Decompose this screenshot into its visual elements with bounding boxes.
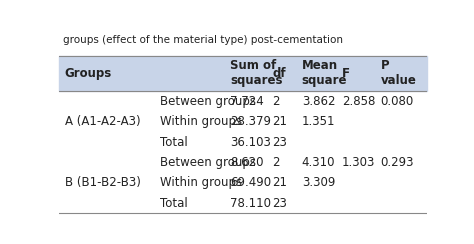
Text: Within groups: Within groups [160,176,242,189]
Text: 1.351: 1.351 [301,115,335,128]
Text: Total: Total [160,197,188,210]
Text: B (B1-B2-B3): B (B1-B2-B3) [65,176,141,189]
Text: 3.309: 3.309 [301,176,335,189]
Text: 2: 2 [272,156,280,169]
Text: Groups: Groups [65,67,112,80]
Text: df: df [272,67,286,80]
Text: Between groups: Between groups [160,95,256,108]
Text: 69.490: 69.490 [230,176,271,189]
Text: 0.293: 0.293 [381,156,414,169]
Bar [59,56,427,91]
Text: 3.862: 3.862 [301,95,335,108]
Text: F: F [342,67,350,80]
Text: groups (effect of the material type) post-cementation: groups (effect of the material type) pos… [63,35,343,45]
Text: 28.379: 28.379 [230,115,271,128]
Text: 2: 2 [272,95,280,108]
Text: Between groups: Between groups [160,156,256,169]
Text: 78.110: 78.110 [230,197,271,210]
Text: Mean
square: Mean square [301,60,347,87]
Text: 2.858: 2.858 [342,95,375,108]
Text: A (A1-A2-A3): A (A1-A2-A3) [65,115,140,128]
Text: 23: 23 [272,136,287,149]
Text: 0.080: 0.080 [381,95,414,108]
Text: Sum of
squares: Sum of squares [230,60,283,87]
Text: P
value: P value [381,60,417,87]
Text: 7.724: 7.724 [230,95,264,108]
Text: 21: 21 [272,115,287,128]
Text: 36.103: 36.103 [230,136,271,149]
Text: Within groups: Within groups [160,115,242,128]
Text: 1.303: 1.303 [342,156,375,169]
Text: 4.310: 4.310 [301,156,335,169]
Text: 8.620: 8.620 [230,156,264,169]
Text: 21: 21 [272,176,287,189]
Text: Total: Total [160,136,188,149]
Text: 23: 23 [272,197,287,210]
